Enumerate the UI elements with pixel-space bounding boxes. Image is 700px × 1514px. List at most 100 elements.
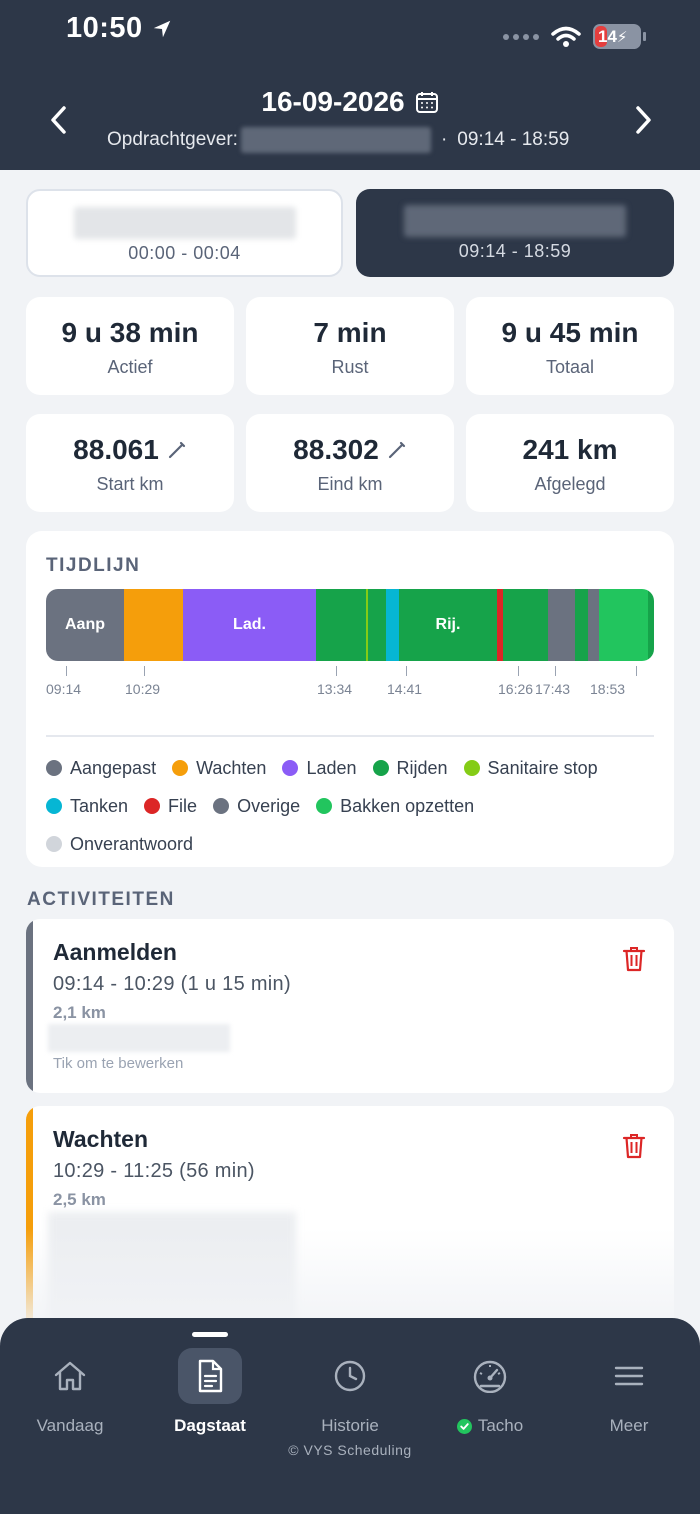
activity-distance: 2,5 km [53,1190,106,1209]
activity-card[interactable]: Aanmelden 09:14 - 10:29 (1 u 15 min) 2,1… [26,919,674,1093]
timeline-tick-label: 16:26 [498,681,534,697]
stat-value: 9 u 38 min [61,317,199,348]
tab-historie[interactable]: Historie [290,1348,410,1436]
status-indicators: 14 ⚡ [503,24,646,49]
tab-label: Tacho [477,1416,524,1435]
stat-value: 88.302 [293,434,379,465]
activity-time-range: 10:29 - 11:25 (56 min) [53,1160,255,1182]
previous-day-icon[interactable] [44,103,74,137]
legend-item: Tanken [46,796,128,817]
scroll-fade [0,1228,700,1328]
stat-value: 241 km [522,434,618,465]
client-label: Opdrachtgever: [107,129,238,150]
check-circle-icon [456,1418,472,1434]
stat-eind-km[interactable]: 88.302 Eind km [246,414,454,512]
tab-bar: Vandaag Dagstaat Historie Tacho Meer © V… [0,1318,700,1514]
pencil-icon[interactable] [387,440,407,460]
timeline-tick [555,666,556,676]
delete-icon[interactable] [622,1132,646,1160]
legend-item: Sanitaire stop [463,758,598,779]
timeline-tick [66,666,67,676]
timeline-segment-aangepast[interactable] [46,589,124,661]
shift-segment-1[interactable]: 00:00 - 00:04 [26,189,343,277]
timeline-segment-sanitaire-stop[interactable] [366,589,368,661]
timeline-segment-bakken-opzetten[interactable] [599,589,648,661]
stat-label: Actief [107,357,153,377]
clock-icon [334,1360,366,1392]
edit-hint: Tik om te bewerken [53,1055,184,1072]
tab-meer[interactable]: Meer [569,1348,689,1436]
tab-label: Meer [609,1416,649,1435]
tab-label: Dagstaat [174,1416,246,1435]
timeline-label-rij: Rij. [435,616,461,633]
activity-name: Aanmelden [53,939,177,965]
timeline-tick-label: 17:43 [535,681,571,697]
legend-item: Rijden [372,758,448,779]
timeline-segment-laden[interactable] [183,589,316,661]
battery-icon: 14 ⚡ [593,24,646,49]
location-arrow-icon [153,20,170,37]
drag-handle[interactable] [192,1332,228,1337]
timeline-tick-label: 13:34 [317,681,353,697]
timeline-legend: Aangepast Wachten Laden Rijden Sanitaire… [46,749,654,863]
activity-accent [26,919,33,1093]
stat-label: Eind km [317,474,383,494]
wifi-icon [551,26,581,47]
stat-value: 7 min [313,317,387,348]
pencil-icon[interactable] [167,440,187,460]
tab-label: Vandaag [36,1416,104,1435]
timeline-segment-rijden[interactable] [503,589,548,661]
status-time: 10:50 [66,12,173,45]
stat-start-km[interactable]: 88.061 Start km [26,414,234,512]
timeline-segment-tanken[interactable] [386,589,399,661]
menu-icon [614,1366,644,1386]
header: 10:50 14 ⚡ 16-09-2026 O [0,0,700,170]
battery-level: 14 [598,26,617,46]
timeline-segment-overige[interactable] [548,589,575,661]
timeline-title: TIJDLIJN [46,555,141,576]
timeline-segment-rijden[interactable] [399,589,497,661]
timeline-tick-label: 18:53 [590,681,626,697]
stat-label: Rust [331,357,369,377]
legend-item: File [144,796,197,817]
delete-icon[interactable] [622,945,646,973]
segment-time: 09:14 - 18:59 [458,241,572,261]
timeline-bar[interactable]: Aanp Lad. Rij. [46,589,654,661]
timeline-segment-rijden[interactable] [316,589,366,661]
client-name-redacted [240,127,431,153]
tab-vandaag[interactable]: Vandaag [10,1348,130,1436]
timeline-segment-rijden[interactable] [368,589,386,661]
legend-item: Bakken opzetten [316,796,474,817]
timeline-segment-rijden[interactable] [648,589,654,661]
date-text: 16-09-2026 [261,86,405,117]
next-day-icon[interactable] [628,103,658,137]
stat-value: 9 u 45 min [501,317,639,348]
timeline-tick [636,666,637,676]
shift-segment-2[interactable]: 09:14 - 18:59 [356,189,674,277]
legend-item: Wachten [172,758,266,779]
timeline-label-aanp: Aanp [65,616,105,633]
timeline-tick-label: 09:14 [46,681,82,697]
timeline-segment-overige[interactable] [588,589,599,661]
timeline-tick [406,666,407,676]
activity-location-redacted [48,1024,230,1052]
stat-label: Totaal [545,357,595,377]
tab-tacho[interactable]: Tacho [430,1348,550,1436]
activities-title: ACTIVITEITEN [27,889,175,910]
legend-item: Aangepast [46,758,156,779]
activity-time-range: 09:14 - 10:29 (1 u 15 min) [53,973,291,995]
stat-totaal: 9 u 45 min Totaal [466,297,674,395]
timeline-segment-wachten[interactable] [124,589,183,661]
timeline-segment-file[interactable] [497,589,503,661]
segment-name-redacted [404,205,626,237]
legend-item: Laden [282,758,357,779]
date-picker[interactable]: 16-09-2026 [261,86,438,118]
client-line: Opdrachtgever: · 09:14 - 18:59 [107,127,569,153]
copyright-text: © VYS Scheduling [288,1442,412,1458]
stat-label: Afgelegd [534,474,606,494]
tab-dagstaat[interactable]: Dagstaat [150,1348,270,1436]
timeline-tick-label: 14:41 [387,681,423,697]
stat-actief: 9 u 38 min Actief [26,297,234,395]
timeline-segment-rijden[interactable] [575,589,588,661]
timeline-label-lad: Lad. [233,616,266,633]
